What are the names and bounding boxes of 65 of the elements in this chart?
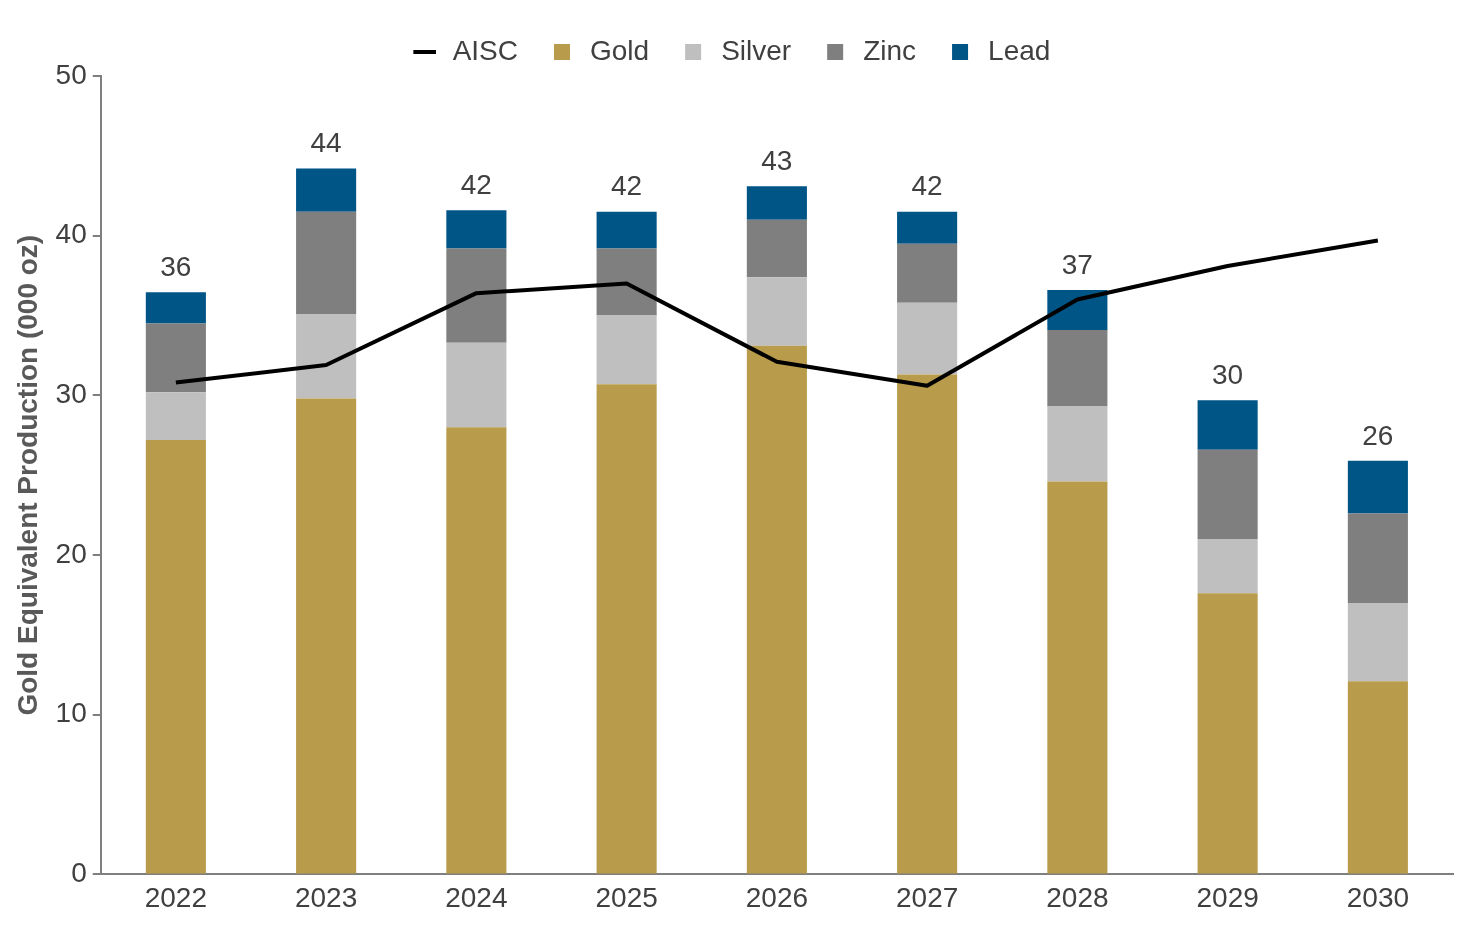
legend-label: Gold <box>590 34 650 66</box>
total-label: 36 <box>160 251 192 283</box>
bar <box>446 342 507 428</box>
bar <box>897 243 958 303</box>
bar <box>1047 481 1108 874</box>
legend-label: Lead <box>988 34 1051 66</box>
y-tick-label: 20 <box>55 537 87 569</box>
total-label: 42 <box>460 168 492 200</box>
legend-label: AISC <box>452 34 519 66</box>
bar <box>1347 460 1408 514</box>
x-tick-label: 2028 <box>1046 881 1109 913</box>
bar <box>746 219 807 278</box>
y-tick-label: 0 <box>71 857 87 889</box>
bar <box>596 384 657 874</box>
total-label: 37 <box>1061 248 1093 280</box>
bar <box>746 186 807 220</box>
bar <box>145 323 206 393</box>
bar <box>746 345 807 874</box>
total-label: 43 <box>761 144 793 176</box>
bar <box>1047 329 1108 407</box>
bar <box>446 210 507 249</box>
total-label: 26 <box>1362 419 1394 451</box>
x-tick-label: 2025 <box>595 881 658 913</box>
x-tick-label: 2027 <box>895 881 959 913</box>
x-tick-label: 2023 <box>294 881 358 913</box>
legend-label: Zinc <box>863 34 917 66</box>
x-tick-label: 2030 <box>1346 881 1410 913</box>
bar <box>145 292 206 324</box>
bar <box>296 398 357 874</box>
bar <box>1047 406 1108 482</box>
bar <box>296 313 357 399</box>
bar <box>1347 602 1408 682</box>
bar <box>1197 593 1258 874</box>
total-label: 30 <box>1212 358 1244 390</box>
total-label: 42 <box>911 170 943 202</box>
total-label: 42 <box>611 170 643 202</box>
bar <box>1197 400 1258 450</box>
x-tick-label: 2024 <box>445 881 508 913</box>
bar <box>596 211 657 249</box>
bar <box>1347 513 1408 603</box>
bar <box>446 427 507 874</box>
x-tick-label: 2026 <box>745 881 809 913</box>
bar <box>145 440 206 874</box>
x-tick-label: 2022 <box>144 881 208 913</box>
bar <box>596 248 657 316</box>
legend-label: Silver <box>721 34 792 66</box>
bar <box>145 392 206 441</box>
bar <box>897 302 958 375</box>
y-tick-label: 30 <box>55 378 87 410</box>
bar <box>746 277 807 346</box>
bar <box>1197 539 1258 594</box>
y-axis-title: Gold Equivalent Production (000 oz) <box>11 234 43 716</box>
x-tick-label: 2029 <box>1196 881 1259 913</box>
y-tick-label: 50 <box>55 58 87 90</box>
bar <box>1197 449 1258 540</box>
y-tick-label: 10 <box>55 697 87 729</box>
bar <box>1347 681 1408 874</box>
bar <box>897 374 958 874</box>
bar <box>446 248 507 343</box>
bar <box>596 315 657 385</box>
y-tick-label: 40 <box>55 218 87 250</box>
bar <box>296 168 357 212</box>
total-label: 44 <box>310 127 342 159</box>
bar <box>897 211 958 244</box>
bar <box>296 211 357 314</box>
